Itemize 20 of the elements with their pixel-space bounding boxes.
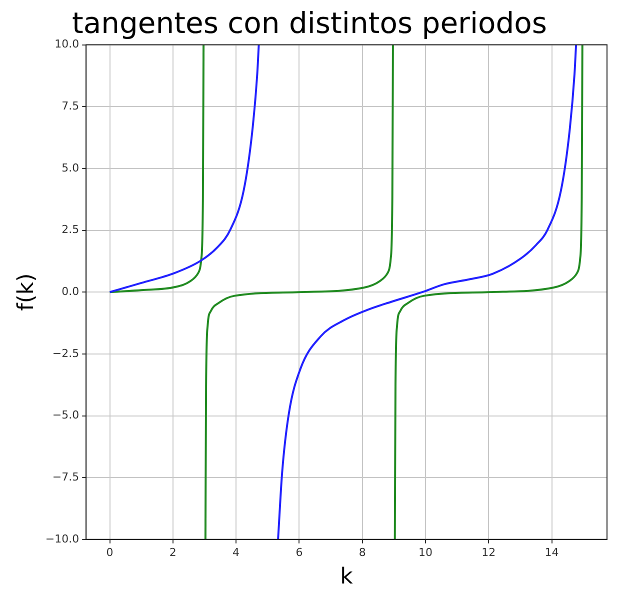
x-tick-label: 0 bbox=[106, 546, 114, 559]
y-tick-label: −7.5 bbox=[52, 470, 80, 484]
y-tick-label: 7.5 bbox=[62, 99, 80, 112]
y-tick-label: 10.0 bbox=[54, 38, 80, 51]
x-tick-label: 2 bbox=[169, 546, 176, 559]
x-tick-label: 4 bbox=[232, 546, 240, 559]
x-axis-title: k bbox=[340, 564, 354, 590]
y-tick-label: 0.0 bbox=[62, 284, 80, 298]
x-tick-label: 6 bbox=[296, 546, 303, 559]
y-tick-label: −10.0 bbox=[45, 532, 80, 546]
chart-title: tangentes con distintos periodos bbox=[72, 6, 548, 40]
y-tick-label: −5.0 bbox=[52, 408, 80, 422]
x-tick-label: 12 bbox=[482, 546, 496, 559]
y-tick-label: 2.5 bbox=[62, 223, 80, 236]
y-tick-label: 5.0 bbox=[62, 161, 80, 174]
x-tick-label: 10 bbox=[418, 546, 432, 559]
x-tick-label: 14 bbox=[544, 546, 559, 559]
y-axis-title: f(k) bbox=[14, 273, 39, 311]
y-tick-label: −2.5 bbox=[52, 346, 80, 360]
x-tick-label: 8 bbox=[358, 546, 366, 559]
